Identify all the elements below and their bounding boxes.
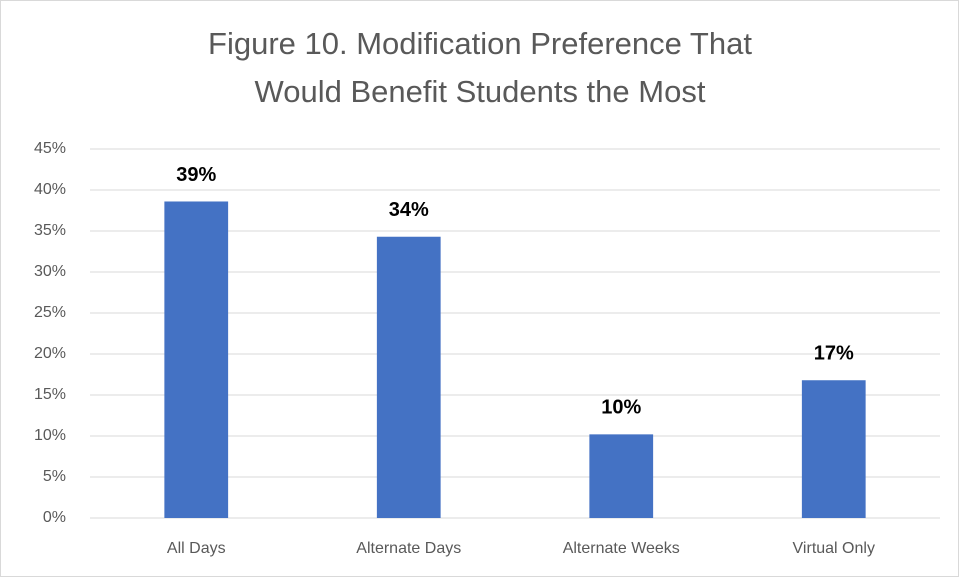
x-tick-label: All Days <box>167 540 226 557</box>
y-tick-label: 0% <box>43 509 66 526</box>
data-label: 39% <box>176 164 216 186</box>
y-tick-label: 35% <box>34 222 66 239</box>
y-tick-label: 30% <box>34 263 66 280</box>
y-tick-label: 15% <box>34 386 66 403</box>
y-tick-label: 5% <box>43 468 66 485</box>
bar <box>376 236 441 519</box>
data-label: 17% <box>814 343 854 365</box>
x-tick-label: Alternate Weeks <box>563 540 680 557</box>
bar <box>589 434 654 518</box>
x-tick-label: Virtual Only <box>793 540 875 557</box>
y-tick-label: 20% <box>34 345 66 362</box>
x-tick-label: Alternate Days <box>356 540 461 557</box>
data-label: 10% <box>601 397 641 419</box>
data-label: 34% <box>389 199 429 221</box>
bar <box>164 201 229 519</box>
y-tick-label: 25% <box>34 304 66 321</box>
chart-title: Figure 10. Modification Preference That … <box>208 26 752 109</box>
bar <box>801 380 866 518</box>
y-tick-label: 40% <box>34 181 66 198</box>
y-tick-label: 45% <box>34 140 66 157</box>
y-tick-label: 10% <box>34 427 66 444</box>
